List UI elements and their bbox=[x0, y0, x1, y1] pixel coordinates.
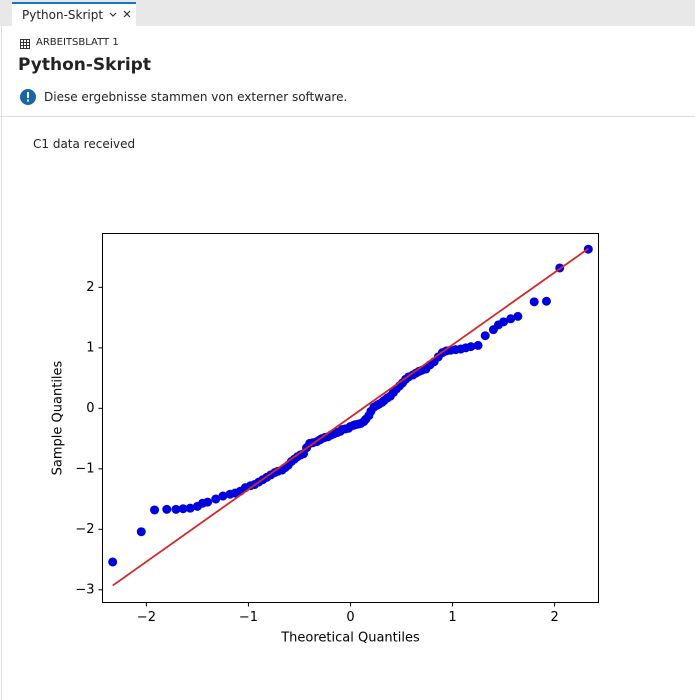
point bbox=[541, 296, 551, 306]
point bbox=[171, 504, 181, 514]
point bbox=[185, 503, 195, 513]
x-axis-label: Theoretical Quantiles bbox=[280, 631, 420, 646]
point bbox=[218, 491, 228, 501]
point bbox=[162, 504, 172, 514]
tab-close-icon[interactable] bbox=[123, 10, 131, 18]
point bbox=[178, 504, 188, 514]
tab-label: Python-Skript bbox=[22, 8, 104, 22]
point bbox=[150, 505, 160, 515]
y-tick-label: 1 bbox=[86, 340, 94, 355]
info-text: Diese ergebnisse stammen von externer so… bbox=[44, 90, 348, 104]
point bbox=[203, 497, 213, 507]
point bbox=[466, 342, 476, 352]
y-tick-label: 2 bbox=[86, 280, 94, 295]
fit-line bbox=[112, 247, 589, 587]
point bbox=[473, 340, 483, 350]
x-tick-label: 0 bbox=[346, 610, 354, 625]
point bbox=[108, 557, 118, 567]
info-icon bbox=[20, 89, 36, 105]
tab-menu-icon[interactable] bbox=[109, 12, 117, 17]
x-tick-label: −1 bbox=[239, 610, 258, 625]
x-tick-label: −2 bbox=[137, 610, 156, 625]
sheet-icon bbox=[20, 39, 30, 49]
y-tick-label: −2 bbox=[75, 522, 94, 537]
point bbox=[499, 317, 509, 327]
output-message: C1 data received bbox=[33, 137, 136, 151]
sheet-label: ARBEITSBLATT 1 bbox=[36, 37, 119, 48]
y-axis-label: Sample Quantiles bbox=[51, 360, 66, 475]
point bbox=[513, 311, 523, 321]
x-tick-label: 2 bbox=[550, 610, 558, 625]
y-tick-label: −3 bbox=[75, 582, 94, 597]
point bbox=[211, 494, 221, 504]
point bbox=[136, 527, 146, 537]
y-tick-label: 0 bbox=[86, 401, 94, 416]
point bbox=[529, 297, 539, 307]
page-title: Python-Skript bbox=[18, 55, 151, 75]
x-tick-label: 1 bbox=[448, 610, 456, 625]
point bbox=[506, 314, 516, 324]
point bbox=[480, 331, 490, 341]
y-tick-label: −1 bbox=[75, 461, 94, 476]
